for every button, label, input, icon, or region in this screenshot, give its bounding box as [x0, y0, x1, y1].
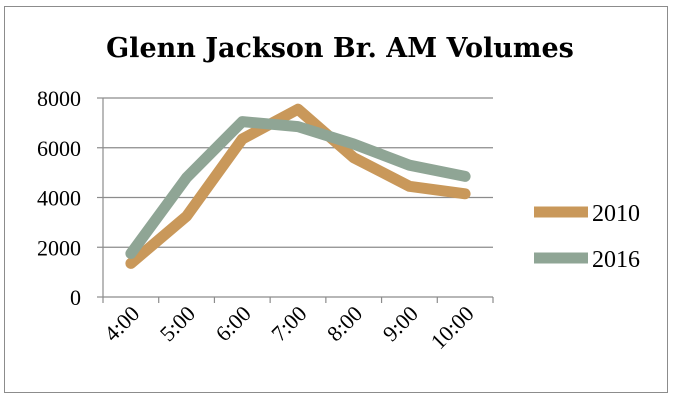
chart-frame: [4, 6, 668, 393]
x-tick-label: 5:00: [155, 301, 200, 346]
x-tick-label: 7:00: [266, 301, 311, 346]
x-tick-label: 10:00: [426, 301, 479, 354]
x-tick-label: 9:00: [378, 301, 423, 346]
y-tick-label: 4000: [37, 186, 81, 211]
y-tick-label: 6000: [37, 136, 81, 161]
y-tick-label: 2000: [37, 235, 81, 260]
x-tick-label: 6:00: [210, 301, 255, 346]
y-tick-label: 0: [70, 285, 81, 310]
x-tick-label: 8:00: [322, 301, 367, 346]
legend-label-2016: 2016: [592, 247, 640, 273]
legend-label-2010: 2010: [592, 201, 640, 227]
x-tick-label: 4:00: [99, 301, 144, 346]
y-tick-label: 8000: [37, 86, 81, 111]
chart-title: Glenn Jackson Br. AM Volumes: [106, 33, 574, 64]
